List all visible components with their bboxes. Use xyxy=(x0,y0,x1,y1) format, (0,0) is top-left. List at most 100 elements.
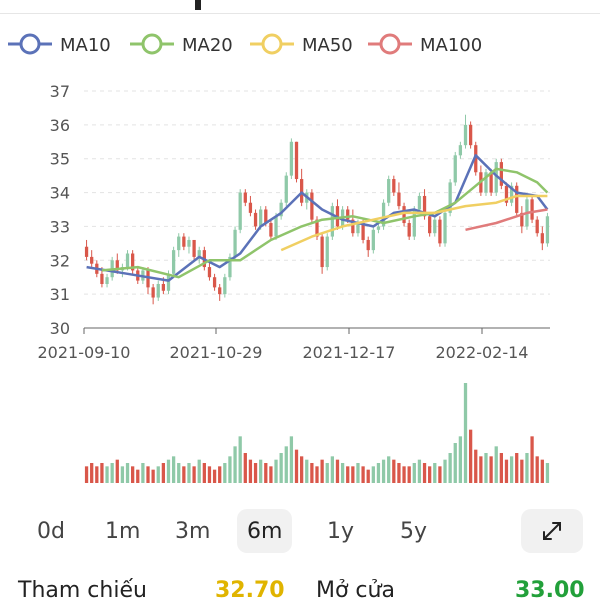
volume-bar xyxy=(402,466,406,483)
candle xyxy=(371,226,375,254)
volume-bar xyxy=(443,459,447,483)
volume-bar xyxy=(525,453,529,483)
y-axis: 30 31 32 33 34 35 36 37 xyxy=(50,82,70,338)
y-tick-label: 34 xyxy=(50,184,70,203)
candle-body xyxy=(125,253,130,268)
volume-bar xyxy=(202,463,206,483)
candle-body xyxy=(325,236,329,268)
candle-body xyxy=(310,192,314,220)
candle xyxy=(320,233,324,274)
candle-body xyxy=(474,145,478,173)
legend: MA10 MA20 MA50 MA100 xyxy=(8,33,482,56)
candle-body xyxy=(346,209,350,220)
expand-button[interactable] xyxy=(521,509,583,553)
volume-bar xyxy=(417,459,422,483)
candle xyxy=(402,202,406,227)
y-tick-label: 32 xyxy=(50,251,70,270)
candle xyxy=(299,168,304,207)
volume-bar xyxy=(484,453,488,483)
x-tick-label: 2021-10-29 xyxy=(170,343,263,362)
volume-bar xyxy=(474,449,478,483)
candle xyxy=(535,216,539,237)
legend-label: MA10 xyxy=(60,35,111,56)
candle-body xyxy=(535,219,539,234)
candle-body xyxy=(171,250,176,274)
candle xyxy=(120,263,125,278)
candle-body xyxy=(269,223,273,237)
candle xyxy=(238,189,242,234)
candle xyxy=(458,141,463,159)
range-1y[interactable]: 1y xyxy=(327,518,355,544)
candle-body xyxy=(299,179,304,203)
legend-item-ma50[interactable]: MA50 xyxy=(250,33,353,56)
range-3m[interactable]: 3m xyxy=(175,518,211,544)
reference-label: Tham chiếu xyxy=(18,578,147,603)
candle-body xyxy=(397,192,401,207)
top-status-strip xyxy=(0,0,600,14)
candle-body xyxy=(417,195,422,210)
candle xyxy=(248,195,253,217)
candle-body xyxy=(218,287,222,295)
candle xyxy=(223,273,227,298)
candle-body xyxy=(392,179,396,193)
candle-body xyxy=(146,270,150,288)
legend-item-ma10[interactable]: MA10 xyxy=(8,33,111,56)
candle xyxy=(90,250,94,268)
candle xyxy=(218,283,222,301)
candle xyxy=(207,260,212,281)
candle-body xyxy=(376,226,381,230)
y-tick-label: 37 xyxy=(50,82,70,101)
legend-marker xyxy=(19,33,41,55)
y-tick-label: 36 xyxy=(50,116,70,135)
candle xyxy=(397,182,401,210)
legend-item-ma100[interactable]: MA100 xyxy=(368,33,482,56)
moving-averages xyxy=(86,154,549,282)
range-5y[interactable]: 5y xyxy=(400,518,428,544)
volume-bar xyxy=(228,456,232,483)
candle xyxy=(504,182,509,207)
range-6m[interactable]: 6m xyxy=(237,509,293,553)
candle-body xyxy=(182,236,186,247)
candle xyxy=(438,216,442,247)
volume-bar xyxy=(279,453,283,483)
candle xyxy=(284,172,288,207)
candle xyxy=(253,209,258,230)
volume-bar xyxy=(294,449,299,483)
candle xyxy=(289,138,294,180)
candle xyxy=(453,151,457,186)
volume-bar xyxy=(269,466,273,483)
volume-bar xyxy=(376,463,381,483)
volume-bar xyxy=(335,459,340,483)
x-tick-label: 2022-02-14 xyxy=(436,343,529,362)
volume-bar xyxy=(499,453,503,483)
candle xyxy=(540,226,544,251)
y-tick-label: 33 xyxy=(50,217,70,236)
volume-bar xyxy=(351,466,355,483)
volume-bar xyxy=(299,456,304,483)
candle-body xyxy=(468,124,473,146)
range-1m[interactable]: 1m xyxy=(105,518,141,544)
x-axis: 2021-09-10 2021-10-29 2021-12-17 2022-02-14 xyxy=(38,327,550,362)
volume-bar xyxy=(105,466,109,483)
volume-bar xyxy=(218,466,222,483)
volume-bar xyxy=(177,463,181,483)
candle xyxy=(84,239,89,261)
volume-bar xyxy=(428,466,432,483)
candle-body xyxy=(294,141,299,180)
legend-item-ma20[interactable]: MA20 xyxy=(130,33,233,56)
volume-bar xyxy=(192,466,196,483)
candle-body xyxy=(166,273,171,291)
candle-body xyxy=(433,219,437,234)
candle-body xyxy=(489,172,493,193)
volume-bar xyxy=(504,459,509,483)
legend-label: MA100 xyxy=(420,35,482,56)
candle-body xyxy=(315,219,319,237)
volume-bar xyxy=(212,469,217,483)
candle xyxy=(407,219,411,240)
range-0d[interactable]: 0d xyxy=(37,518,65,544)
volume-bar xyxy=(463,383,468,483)
candle xyxy=(233,226,237,261)
candle-body xyxy=(545,216,550,244)
volume-bar xyxy=(95,466,99,483)
ma-line-ma50 xyxy=(280,194,548,252)
